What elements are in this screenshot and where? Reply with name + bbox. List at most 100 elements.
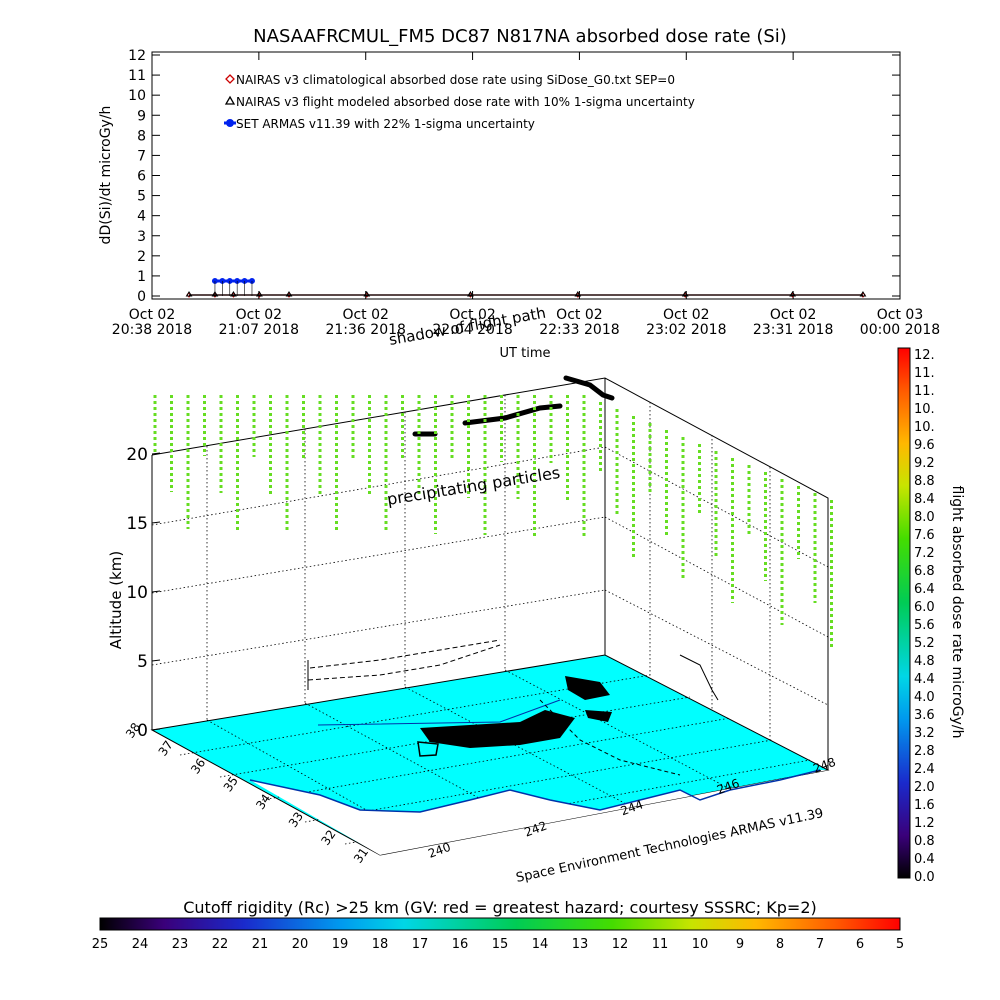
top-x-tick-time: 23:02 2018: [646, 322, 726, 338]
top-series-layer: [185, 277, 867, 298]
top-x-tick-date: Oct 02: [342, 307, 388, 323]
top-y-tick-label: 7: [137, 148, 146, 164]
top-x-tick-date: Oct 02: [770, 307, 816, 323]
top-y-tick-label: 1: [137, 269, 146, 285]
dose-colorbar-tick-label: 9.2: [914, 456, 935, 471]
dose-colorbar-tick-label: 6.8: [914, 564, 935, 579]
top-x-tick-time: 00:00 2018: [860, 322, 940, 338]
rigidity-tick-label: 6: [856, 937, 864, 952]
series-point-flight-modeled: [859, 291, 867, 297]
dose-colorbar-tick-label: 6.4: [914, 582, 935, 597]
series-point-flight-modeled: [185, 291, 193, 297]
top-y-tick-label: 12: [128, 48, 146, 64]
top-x-tick-time: 22:33 2018: [539, 322, 619, 338]
top-y-axis-label: dD(Si)/dt microGy/h: [98, 106, 114, 245]
dose-colorbar-tick-label: 12.: [914, 348, 935, 363]
top-y-tick-label: 11: [128, 68, 146, 84]
top-x-tick-date: Oct 02: [129, 307, 175, 323]
top-x-tick-time: 20:38 2018: [112, 322, 192, 338]
rigidity-tick-label: 21: [252, 937, 269, 952]
top-y-tick-label: 9: [137, 108, 146, 124]
dose-colorbar: [897, 347, 911, 879]
3d-grid: [151, 395, 829, 847]
rigidity-colorbar: [99, 917, 901, 931]
top-y-tick-label: 8: [137, 128, 146, 144]
top-x-tick-date: Oct 03: [877, 307, 923, 323]
precipitating-particles: [153, 395, 833, 647]
series-point-flight-modeled: [574, 291, 582, 297]
top-y-tick-label: 0: [137, 289, 146, 305]
dose-colorbar-tick-label: 3.2: [914, 726, 935, 741]
legend-marker-climatological: [225, 74, 235, 84]
dose-colorbar-tick-label: 10.: [914, 402, 935, 417]
ground-terrain: [249, 639, 828, 855]
rigidity-tick-label: 9: [736, 937, 744, 952]
rigidity-tick-label: 24: [132, 937, 149, 952]
dose-colorbar-tick-label: 4.4: [914, 672, 935, 687]
altitude-axis: 0 5 10 15 20: [126, 445, 161, 741]
rigidity-tick-label: 14: [532, 937, 549, 952]
dose-colorbar-tick-label: 8.0: [914, 510, 935, 525]
dose-colorbar-tick-label: 7.2: [914, 546, 935, 561]
legend-marker-flight-modeled: [224, 95, 236, 105]
altitude-axis-label: Altitude (km): [107, 551, 125, 649]
dose-colorbar-tick-label: 8.8: [914, 474, 935, 489]
altitude-tick-mark: [151, 521, 161, 524]
series-point-flight-modeled: [363, 291, 371, 297]
rigidity-tick-label: 13: [572, 937, 589, 952]
series-point-flight-modeled: [467, 291, 474, 297]
dose-colorbar-tick-label: 9.6: [914, 438, 935, 453]
top-x-tick-time: 21:36 2018: [325, 322, 405, 338]
top-x-tick-date: Oct 02: [663, 307, 709, 323]
altitude-tick-label: 5: [137, 652, 148, 672]
rigidity-tick-label: 11: [652, 937, 669, 952]
top-x-tick-time: 22:04 2018: [432, 322, 512, 338]
top-x-axis-label: UT time: [500, 346, 551, 361]
altitude-tick-mark: [151, 728, 161, 731]
altitude-tick-mark: [151, 659, 161, 662]
rigidity-tick-label: 5: [896, 937, 904, 952]
series-point-flight-modeled: [230, 291, 237, 297]
dose-colorbar-ticks: 0.0 0.4 0.8 1.2 1.6 2.0 2.4 2.8 3.2 3.6 4.0 4.4 4.8 5…: [914, 348, 935, 885]
altitude-tick-label: 20: [126, 445, 148, 465]
dose-colorbar-tick-label: 2.0: [914, 780, 935, 795]
series-point-flight-modeled: [789, 291, 797, 297]
top-y-tick-label: 3: [137, 229, 146, 245]
top-y-tick-label: 10: [128, 88, 146, 104]
top-y-tick-label: 2: [137, 249, 146, 265]
rigidity-tick-label: 7: [816, 937, 824, 952]
legend-label-flight-modeled: NAIRAS v3 flight modeled absorbed dose r…: [236, 95, 695, 109]
rigidity-tick-label: 18: [372, 937, 389, 952]
dose-colorbar-tick-label: 0.0: [914, 870, 935, 885]
rigidity-tick-label: 10: [692, 937, 709, 952]
dose-colorbar-tick-label: 1.2: [914, 816, 935, 831]
dose-colorbar-tick-label: 3.6: [914, 708, 935, 723]
series-point-flight-modeled: [681, 291, 689, 297]
top-plot-frame: [151, 51, 901, 300]
dose-colorbar-tick-label: 7.6: [914, 528, 935, 543]
dose-colorbar-tick-label: 11.: [914, 366, 935, 381]
rigidity-tick-label: 15: [492, 937, 509, 952]
altitude-tick-label: 15: [126, 514, 148, 534]
dose-colorbar-tick-label: 8.4: [914, 492, 935, 507]
legend-label-armas: SET ARMAS v11.39 with 22% 1-sigma uncert…: [236, 117, 535, 131]
dose-colorbar-tick-label: 10.: [914, 420, 935, 435]
top-y-tick-label: 6: [137, 169, 146, 185]
legend: NAIRAS v3 climatological absorbed dose r…: [224, 73, 695, 131]
rigidity-tick-label: 16: [452, 937, 469, 952]
altitude-tick-label: 10: [126, 583, 148, 603]
rigidity-tick-label: 25: [92, 937, 109, 952]
altitude-tick-mark: [151, 452, 161, 455]
top-y-tick-label: 5: [137, 189, 146, 205]
series-point-flight-modeled: [285, 291, 293, 297]
top-x-tick-date: Oct 02: [236, 307, 282, 323]
rigidity-tick-label: 17: [412, 937, 429, 952]
dose-colorbar-tick-label: 4.0: [914, 690, 935, 705]
dose-colorbar-tick-label: 5.2: [914, 636, 935, 651]
altitude-tick-label: 0: [137, 721, 148, 741]
longitude-tick-label: 248: [811, 755, 837, 776]
top-x-tick-time: 21:07 2018: [219, 322, 299, 338]
